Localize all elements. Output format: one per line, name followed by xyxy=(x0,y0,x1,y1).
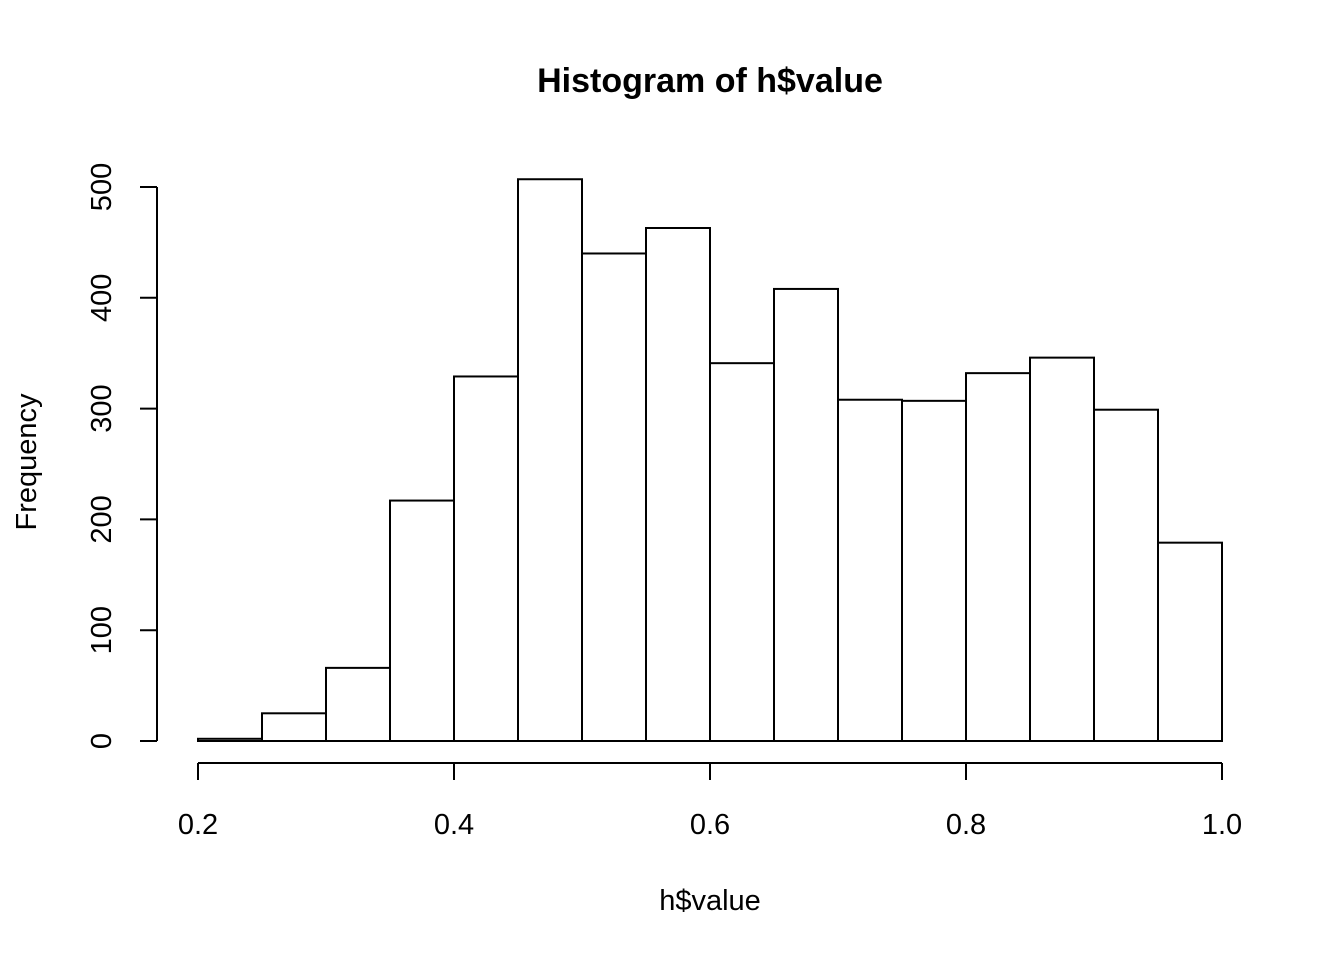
histogram-bar xyxy=(261,712,327,742)
histogram-bar xyxy=(901,399,967,742)
histogram-bar xyxy=(773,287,839,742)
y-tick-label: 300 xyxy=(86,384,118,432)
x-tick-label: 0.4 xyxy=(434,809,474,841)
histogram-bar xyxy=(837,398,903,742)
y-tick-label: 200 xyxy=(86,495,118,543)
y-tick-label: 400 xyxy=(86,274,118,322)
x-axis-label: h$value xyxy=(659,885,761,917)
histogram-bar xyxy=(581,252,647,742)
y-tick-label: 0 xyxy=(86,733,118,749)
y-axis: 0 100 200 300 400 500 xyxy=(86,163,158,749)
histogram-bar xyxy=(965,372,1031,742)
histogram-bar xyxy=(1157,541,1223,743)
y-tick-label: 100 xyxy=(86,606,118,654)
histogram-bar xyxy=(709,362,775,742)
x-tick-label: 1.0 xyxy=(1202,809,1242,841)
histogram-bar xyxy=(389,499,455,742)
histogram-bar xyxy=(1093,408,1159,742)
x-tick-label: 0.2 xyxy=(178,809,218,841)
histogram-bar xyxy=(325,666,391,743)
x-tick-label: 0.6 xyxy=(690,809,730,841)
histogram-bars xyxy=(197,178,1223,743)
histogram-bar xyxy=(517,178,583,742)
x-tick-label: 0.8 xyxy=(946,809,986,841)
chart-title: Histogram of h$value xyxy=(537,62,883,100)
histogram-bar xyxy=(645,226,711,743)
histogram-bar xyxy=(1029,356,1095,742)
histogram-bar xyxy=(197,737,263,742)
histogram-bar xyxy=(453,375,519,742)
y-axis-label: Frequency xyxy=(11,393,43,531)
x-axis: 0.2 0.4 0.6 0.8 1.0 xyxy=(178,762,1242,841)
y-tick-label: 500 xyxy=(86,163,118,211)
